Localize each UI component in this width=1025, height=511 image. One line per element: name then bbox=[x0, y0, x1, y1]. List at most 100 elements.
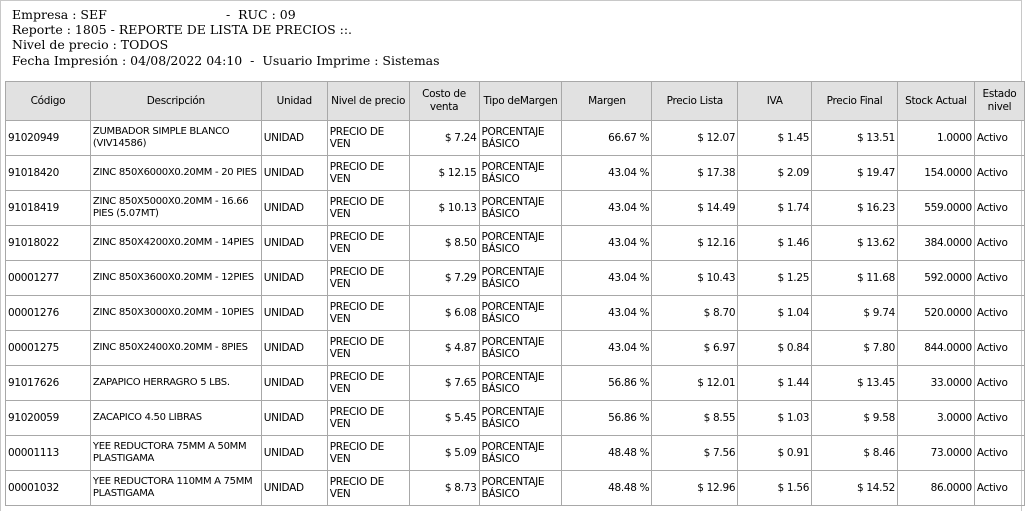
cell-nivel: PRECIO DE VEN bbox=[326, 120, 410, 156]
cell-iva: $ 1.74 bbox=[737, 190, 813, 226]
cell-lista: $ 12.01 bbox=[651, 365, 739, 401]
col-nivel-precio: Nivel de precio bbox=[326, 81, 410, 121]
cell-descripcion: YEE REDUCTORA 110MM A 75MM PLASTIGAMA bbox=[89, 470, 262, 506]
cell-costo: $ 8.73 bbox=[408, 470, 480, 506]
cell-costo: $ 5.09 bbox=[408, 435, 480, 471]
cell-lista: $ 8.70 bbox=[651, 295, 739, 331]
cell-tipo: PORCENTAJE BÁSICO bbox=[478, 190, 563, 226]
cell-iva: $ 1.45 bbox=[737, 120, 813, 156]
cell-estado: Activo bbox=[973, 260, 1025, 296]
cell-final: $ 13.62 bbox=[811, 225, 898, 261]
cell-stock: 520.0000 bbox=[896, 295, 975, 331]
cell-tipo: PORCENTAJE BÁSICO bbox=[478, 295, 563, 331]
cell-lista: $ 12.96 bbox=[651, 470, 739, 506]
cell-codigo: 91020949 bbox=[5, 120, 91, 156]
cell-codigo: 00001275 bbox=[5, 330, 91, 366]
cell-iva: $ 1.44 bbox=[737, 365, 813, 401]
cell-estado: Activo bbox=[973, 435, 1025, 471]
cell-tipo: PORCENTAJE BÁSICO bbox=[478, 155, 563, 191]
cell-margen: 66.67 % bbox=[561, 120, 653, 156]
cell-descripcion: ZINC 850X5000X0.20MM - 16.66 PIES (5.07M… bbox=[89, 190, 262, 226]
cell-codigo: 00001113 bbox=[5, 435, 91, 471]
cell-codigo: 91018420 bbox=[5, 155, 91, 191]
cell-codigo: 91018419 bbox=[5, 190, 91, 226]
cell-iva: $ 0.84 bbox=[737, 330, 813, 366]
cell-margen: 43.04 % bbox=[561, 260, 653, 296]
cell-iva: $ 1.25 bbox=[737, 260, 813, 296]
col-precio-lista: Precio Lista bbox=[651, 81, 739, 121]
cell-unidad: UNIDAD bbox=[260, 365, 328, 401]
cell-unidad: UNIDAD bbox=[260, 155, 328, 191]
cell-codigo: 00001277 bbox=[5, 260, 91, 296]
cell-margen: 56.86 % bbox=[561, 365, 653, 401]
report-title: Reporte : 1805 - REPORTE DE LISTA DE PRE… bbox=[12, 22, 353, 38]
cell-final: $ 13.45 bbox=[811, 365, 898, 401]
cell-descripcion: ZINC 850X4200X0.20MM - 14PIES bbox=[89, 225, 262, 261]
price-list-table: Código Descripción Unidad Nivel de preci… bbox=[5, 81, 1025, 506]
cell-descripcion: ZINC 850X2400X0.20MM - 8PIES bbox=[89, 330, 262, 366]
cell-lista: $ 12.16 bbox=[651, 225, 739, 261]
cell-tipo: PORCENTAJE BÁSICO bbox=[478, 225, 563, 261]
cell-final: $ 13.51 bbox=[811, 120, 898, 156]
cell-descripcion: ZUMBADOR SIMPLE BLANCO (VIV14586) bbox=[89, 120, 262, 156]
cell-tipo: PORCENTAJE BÁSICO bbox=[478, 400, 563, 436]
col-unidad: Unidad bbox=[260, 81, 328, 121]
cell-nivel: PRECIO DE VEN bbox=[326, 330, 410, 366]
cell-tipo: PORCENTAJE BÁSICO bbox=[478, 120, 563, 156]
table-row: 00001032 YEE REDUCTORA 110MM A 75MM PLAS… bbox=[5, 470, 1025, 506]
cell-stock: 559.0000 bbox=[896, 190, 975, 226]
cell-costo: $ 6.08 bbox=[408, 295, 480, 331]
cell-nivel: PRECIO DE VEN bbox=[326, 295, 410, 331]
table-row: 91020949 ZUMBADOR SIMPLE BLANCO (VIV1458… bbox=[5, 120, 1025, 156]
cell-nivel: PRECIO DE VEN bbox=[326, 260, 410, 296]
cell-descripcion: ZACAPICO 4.50 LIBRAS bbox=[89, 400, 262, 436]
table-row: 91018420 ZINC 850X6000X0.20MM - 20 PIES … bbox=[5, 155, 1025, 191]
cell-lista: $ 17.38 bbox=[651, 155, 739, 191]
col-costo-venta: Costo de venta bbox=[408, 81, 480, 121]
cell-codigo: 91020059 bbox=[5, 400, 91, 436]
cell-margen: 43.04 % bbox=[561, 295, 653, 331]
cell-nivel: PRECIO DE VEN bbox=[326, 190, 410, 226]
table-header-row: Código Descripción Unidad Nivel de preci… bbox=[5, 81, 1025, 121]
cell-nivel: PRECIO DE VEN bbox=[326, 155, 410, 191]
table-row: 00001276 ZINC 850X3000X0.20MM - 10PIES U… bbox=[5, 295, 1025, 331]
cell-lista: $ 7.56 bbox=[651, 435, 739, 471]
cell-estado: Activo bbox=[973, 295, 1025, 331]
cell-codigo: 00001276 bbox=[5, 295, 91, 331]
cell-costo: $ 12.15 bbox=[408, 155, 480, 191]
cell-estado: Activo bbox=[973, 470, 1025, 506]
cell-iva: $ 1.04 bbox=[737, 295, 813, 331]
table-row: 00001277 ZINC 850X3600X0.20MM - 12PIES U… bbox=[5, 260, 1025, 296]
cell-final: $ 16.23 bbox=[811, 190, 898, 226]
col-estado-nivel: Estado nivel bbox=[973, 81, 1025, 121]
cell-unidad: UNIDAD bbox=[260, 190, 328, 226]
report-header: Empresa : SEF - RUC : 09 Reporte : 1805 … bbox=[12, 7, 440, 68]
cell-lista: $ 12.07 bbox=[651, 120, 739, 156]
cell-unidad: UNIDAD bbox=[260, 260, 328, 296]
table-row: 00001275 ZINC 850X2400X0.20MM - 8PIES UN… bbox=[5, 330, 1025, 366]
cell-nivel: PRECIO DE VEN bbox=[326, 435, 410, 471]
cell-margen: 56.86 % bbox=[561, 400, 653, 436]
cell-costo: $ 7.24 bbox=[408, 120, 480, 156]
cell-nivel: PRECIO DE VEN bbox=[326, 470, 410, 506]
cell-iva: $ 1.56 bbox=[737, 470, 813, 506]
cell-stock: 33.0000 bbox=[896, 365, 975, 401]
cell-stock: 3.0000 bbox=[896, 400, 975, 436]
cell-final: $ 8.46 bbox=[811, 435, 898, 471]
cell-descripcion: ZINC 850X3600X0.20MM - 12PIES bbox=[89, 260, 262, 296]
cell-nivel: PRECIO DE VEN bbox=[326, 365, 410, 401]
table-row: 00001113 YEE REDUCTORA 75MM A 50MM PLAST… bbox=[5, 435, 1025, 471]
col-codigo: Código bbox=[5, 81, 91, 121]
cell-descripcion: ZINC 850X3000X0.20MM - 10PIES bbox=[89, 295, 262, 331]
cell-estado: Activo bbox=[973, 190, 1025, 226]
cell-unidad: UNIDAD bbox=[260, 120, 328, 156]
cell-lista: $ 8.55 bbox=[651, 400, 739, 436]
price-level-line: Nivel de precio : TODOS bbox=[12, 37, 169, 53]
cell-iva: $ 1.03 bbox=[737, 400, 813, 436]
cell-final: $ 9.74 bbox=[811, 295, 898, 331]
cell-margen: 43.04 % bbox=[561, 225, 653, 261]
cell-codigo: 91017626 bbox=[5, 365, 91, 401]
cell-stock: 384.0000 bbox=[896, 225, 975, 261]
cell-codigo: 91018022 bbox=[5, 225, 91, 261]
